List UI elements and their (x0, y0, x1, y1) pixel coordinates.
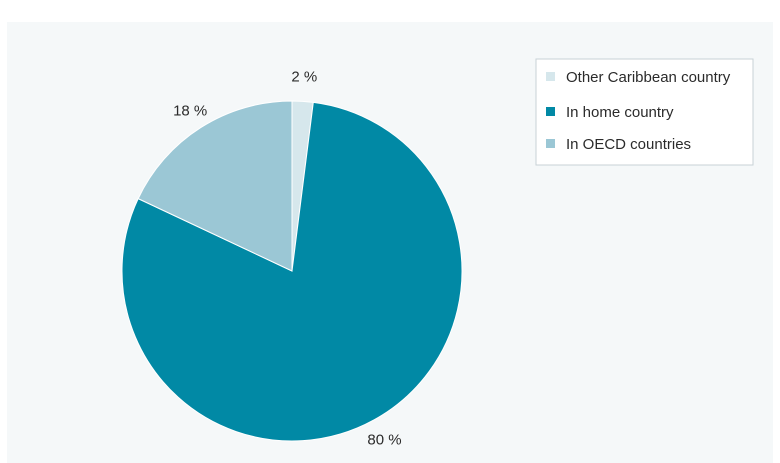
pie-data-labels: 2 % 80 % 18 % (173, 68, 402, 448)
data-label-home-country: 80 % (367, 431, 401, 448)
legend-label-oecd: In OECD countries (566, 136, 691, 153)
legend-label-other-caribbean: Other Caribbean country (566, 69, 731, 86)
legend-swatch-home-country (546, 107, 555, 116)
legend-swatch-other-caribbean (546, 72, 555, 81)
data-label-oecd: 18 % (173, 103, 207, 120)
chart-legend: Other Caribbean country In home country … (535, 58, 754, 166)
legend-box (535, 58, 754, 166)
data-label-other-caribbean: 2 % (291, 68, 317, 85)
slice-home-country (121, 101, 463, 442)
legend-swatch-oecd (546, 139, 555, 148)
slice-oecd (137, 100, 293, 272)
legend-label-home-country: In home country (566, 104, 674, 121)
pie-slices (121, 100, 463, 442)
